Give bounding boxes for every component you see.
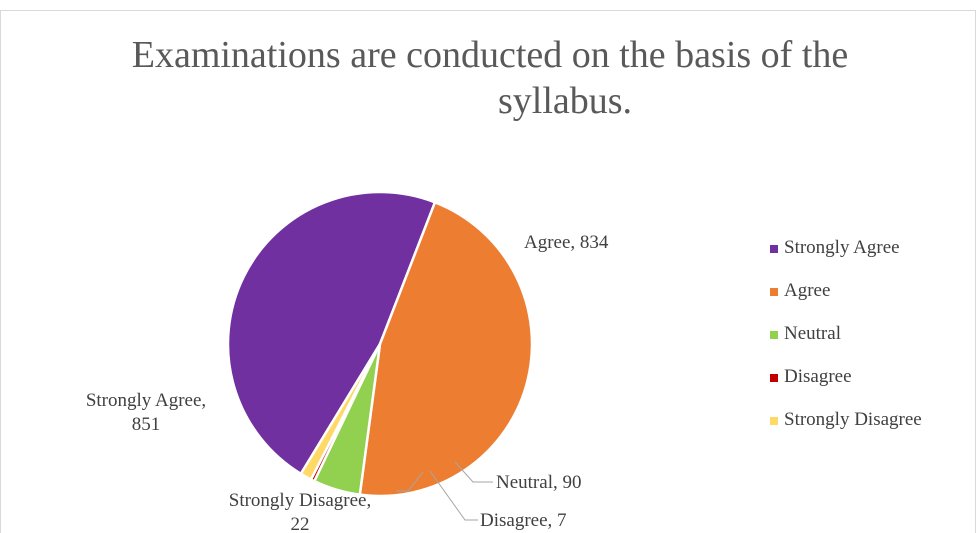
- pie-slice-agree: [358, 200, 534, 498]
- legend-swatch-neutral: [770, 331, 778, 339]
- legend-item-neutral: Neutral: [770, 320, 922, 363]
- chart-title-line-2: syllabus.: [497, 80, 633, 122]
- leader-line-disagree: [429, 470, 478, 521]
- legend-item-disagree: Disagree: [770, 363, 922, 406]
- data-label-disagree: Disagree, 7: [480, 510, 567, 531]
- data-label-neutral: Neutral, 90: [496, 472, 581, 493]
- legend-label-neutral: Neutral: [784, 323, 841, 344]
- legend-label-agree: Agree: [784, 280, 831, 301]
- chart-title-line-1: Examinations are conducted on the basis …: [131, 34, 849, 76]
- chart-legend: Strongly Agree Agree Neutral Disagree Strong…: [770, 234, 922, 449]
- data-label-agree: Agree, 834: [524, 232, 609, 253]
- chart-title: Examinations are conducted on the basis …: [90, 32, 890, 124]
- leader-line-strongly-disagree: [396, 471, 424, 492]
- legend-item-agree: Agree: [770, 277, 922, 320]
- legend-label-strongly-disagree: Strongly Disagree: [784, 409, 922, 430]
- pie-slice-strongly-disagree: [299, 343, 382, 482]
- data-label-strongly-disagree: Strongly Disagree, 22: [229, 490, 371, 533]
- legend-item-strongly-disagree: Strongly Disagree: [770, 406, 922, 449]
- legend-item-strongly-agree: Strongly Agree: [770, 234, 922, 277]
- legend-swatch-strongly-disagree: [770, 417, 778, 425]
- data-label-strongly-agree: Strongly Agree, 851: [86, 390, 206, 435]
- pie-slice-strongly-agree: [226, 190, 437, 476]
- legend-swatch-strongly-agree: [770, 245, 778, 253]
- legend-swatch-agree: [770, 288, 778, 296]
- legend-swatch-disagree: [770, 374, 778, 382]
- legend-label-disagree: Disagree: [784, 366, 852, 387]
- leader-line-neutral: [454, 461, 493, 483]
- legend-label-strongly-agree: Strongly Agree: [784, 237, 900, 258]
